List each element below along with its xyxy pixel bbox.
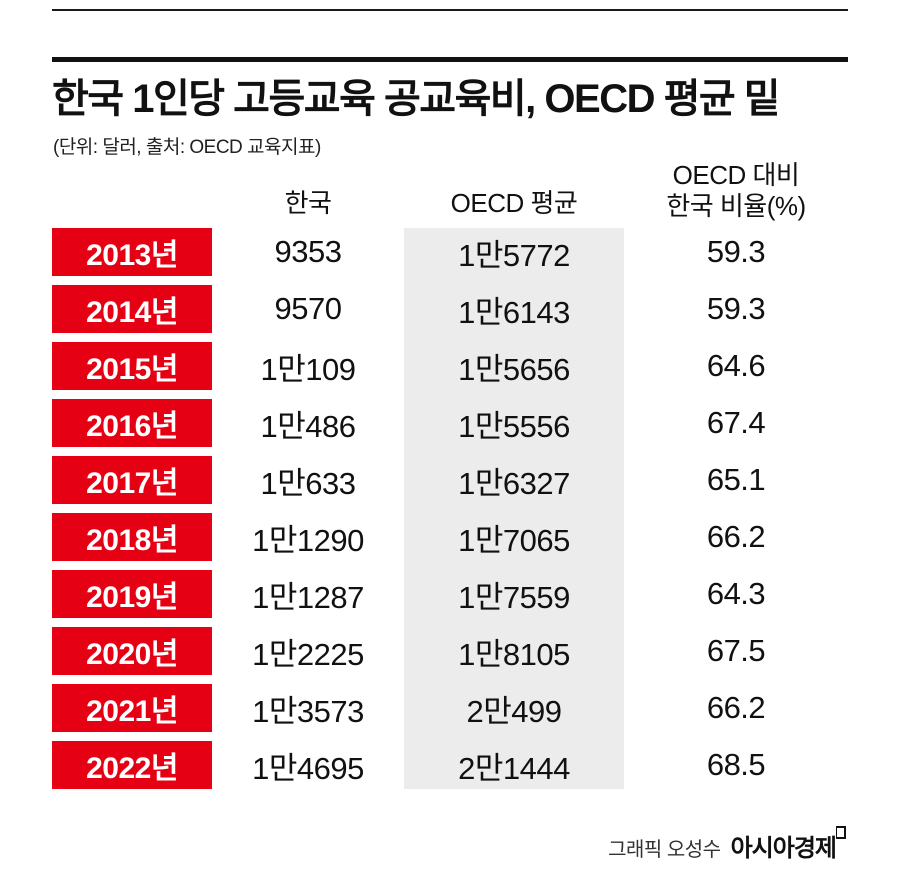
korea-value: 1만3573 xyxy=(252,693,364,729)
korea-value: 1만1287 xyxy=(252,579,364,615)
korea-value: 1만1290 xyxy=(252,522,364,558)
table-row: 2021년 1만3573 2만499 66.2 xyxy=(52,684,848,732)
footer-credit-line: 그래픽 오성수 아시아경제 xyxy=(608,826,846,863)
table-row: 2017년 1만633 1만6327 65.1 xyxy=(52,456,848,504)
oecd-value: 1만6143 xyxy=(458,294,570,330)
korea-value: 1만109 xyxy=(260,351,356,387)
oecd-value: 1만5556 xyxy=(458,408,570,444)
header-ratio-line1: OECD 대비 xyxy=(672,160,800,190)
year-badge: 2016년 xyxy=(52,399,212,447)
year-badge: 2015년 xyxy=(52,342,212,390)
year-badge: 2020년 xyxy=(52,627,212,675)
oecd-column-stripe xyxy=(404,228,624,789)
korea-value: 1만633 xyxy=(260,465,356,501)
ratio-value: 64.6 xyxy=(706,348,766,383)
brand-logo-mark-icon xyxy=(836,826,846,839)
oecd-value: 1만6327 xyxy=(458,465,570,501)
ratio-value: 67.5 xyxy=(706,633,766,668)
ratio-value: 64.3 xyxy=(706,576,766,611)
year-badge: 2018년 xyxy=(52,513,212,561)
table-row: 2018년 1만1290 1만7065 66.2 xyxy=(52,513,848,561)
table-row: 2015년 1만109 1만5656 64.6 xyxy=(52,342,848,390)
header-ratio-line2: 한국 비율(%) xyxy=(666,191,806,221)
korea-value: 9353 xyxy=(274,234,342,269)
year-badge: 2021년 xyxy=(52,684,212,732)
table-row: 2022년 1만4695 2만1444 68.5 xyxy=(52,741,848,789)
top-thick-rule xyxy=(52,57,848,62)
header-oecd: OECD 평균 xyxy=(450,188,578,218)
ratio-value: 66.2 xyxy=(706,519,766,554)
korea-value: 1만4695 xyxy=(252,750,364,786)
oecd-value: 1만8105 xyxy=(458,636,570,672)
ratio-value: 65.1 xyxy=(706,462,766,497)
top-thin-rule xyxy=(52,9,848,11)
ratio-value: 67.4 xyxy=(706,405,766,440)
year-badge: 2014년 xyxy=(52,285,212,333)
table-body: 2013년 9353 1만5772 59.3 2014년 9570 1만6143 59.3 20… xyxy=(52,228,848,789)
oecd-value: 1만7559 xyxy=(458,579,570,615)
header-year-spacer xyxy=(52,220,212,228)
korea-value: 9570 xyxy=(274,291,342,326)
brand-logo: 아시아경제 xyxy=(730,826,846,863)
oecd-value: 1만5656 xyxy=(458,351,570,387)
oecd-value: 2만1444 xyxy=(458,750,570,786)
korea-value: 1만2225 xyxy=(252,636,364,672)
year-badge: 2022년 xyxy=(52,741,212,789)
table-header: 한국 OECD 평균 OECD 대비 한국 비율(%) xyxy=(52,152,848,228)
brand-logo-text: 아시아경제 xyxy=(730,835,837,862)
oecd-value: 1만7065 xyxy=(458,522,570,558)
ratio-value: 59.3 xyxy=(706,234,766,269)
graphic-credit: 그래픽 오성수 xyxy=(608,839,721,861)
korea-value: 1만486 xyxy=(260,408,356,444)
table-row: 2016년 1만486 1만5556 67.4 xyxy=(52,399,848,447)
oecd-value: 1만5772 xyxy=(458,237,570,273)
year-badge: 2019년 xyxy=(52,570,212,618)
year-badge: 2013년 xyxy=(52,228,212,276)
ratio-value: 68.5 xyxy=(706,747,766,782)
page-subtitle: (단위: 달러, 출처: OECD 교육지표) xyxy=(53,137,321,158)
table-row: 2014년 9570 1만6143 59.3 xyxy=(52,285,848,333)
year-badge: 2017년 xyxy=(52,456,212,504)
ratio-value: 59.3 xyxy=(706,291,766,326)
ratio-value: 66.2 xyxy=(706,690,766,725)
header-ratio: OECD 대비 한국 비율(%) xyxy=(624,160,848,228)
header-korea: 한국 xyxy=(284,188,332,218)
oecd-value: 2만499 xyxy=(466,693,562,729)
table-row: 2020년 1만2225 1만8105 67.5 xyxy=(52,627,848,675)
table-row: 2013년 9353 1만5772 59.3 xyxy=(52,228,848,276)
page-title: 한국 1인당 고등교육 공교육비, OECD 평균 밑 xyxy=(52,77,781,121)
table-row: 2019년 1만1287 1만7559 64.3 xyxy=(52,570,848,618)
